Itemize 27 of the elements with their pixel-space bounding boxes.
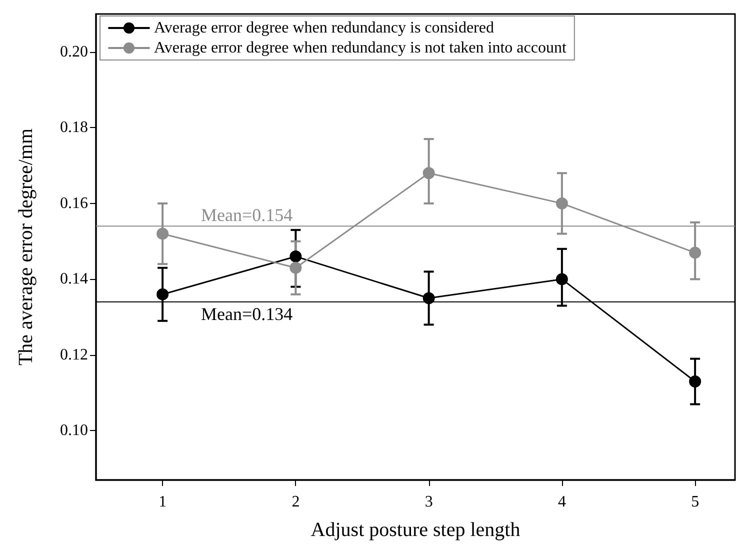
legend-label: Average error degree when redundancy is not taken into account xyxy=(154,40,567,56)
ref-line-label: Mean=0.134 xyxy=(201,304,293,324)
x-tick-label: 4 xyxy=(558,494,566,510)
x-tick-label: 5 xyxy=(691,494,700,510)
legend-label: Average error degree when redundancy is considered xyxy=(154,20,494,36)
x-axis-title: Adjust posture step length xyxy=(310,519,520,541)
ref-line-label: Mean=0.154 xyxy=(201,205,293,226)
y-tick-label: 0.10 xyxy=(60,422,88,440)
point xyxy=(689,376,702,388)
y-axis-title: The average error degree/mm xyxy=(15,128,37,366)
point xyxy=(156,228,169,240)
y-tick-label: 0.18 xyxy=(60,119,88,136)
point xyxy=(290,262,302,274)
y-tick-label: 0.16 xyxy=(60,194,88,212)
x-tick-label: 3 xyxy=(424,494,433,510)
point xyxy=(556,197,568,210)
x-tick-label: 1 xyxy=(158,494,167,510)
point xyxy=(689,246,702,259)
y-tick-label: 0.14 xyxy=(60,270,88,288)
y-tick-label: 0.12 xyxy=(60,346,88,364)
point xyxy=(156,288,169,300)
y-tick-label: 0.20 xyxy=(60,43,88,60)
point xyxy=(556,273,568,286)
point xyxy=(290,250,302,262)
point xyxy=(422,292,435,304)
x-tick-label: 2 xyxy=(292,494,300,510)
point xyxy=(422,167,435,180)
